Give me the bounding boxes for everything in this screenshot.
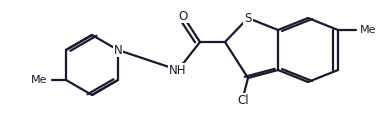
- Text: Me: Me: [360, 25, 377, 35]
- Text: Me: Me: [31, 75, 47, 85]
- Text: Cl: Cl: [237, 93, 249, 107]
- Text: O: O: [178, 10, 188, 22]
- Text: N: N: [114, 44, 122, 56]
- Text: NH: NH: [169, 63, 187, 76]
- Text: S: S: [244, 11, 252, 25]
